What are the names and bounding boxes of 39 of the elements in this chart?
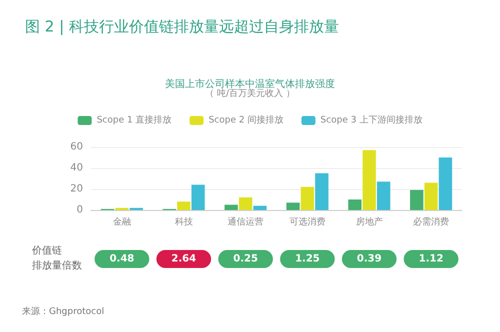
bar <box>424 182 438 210</box>
text: 1.25 <box>295 254 320 264</box>
y-tick-label: 20 <box>70 184 83 194</box>
source-note: 来源：Ghgprotocol <box>22 306 104 317</box>
text: 价值链 <box>31 244 62 256</box>
bar <box>315 173 328 210</box>
bar <box>253 206 267 210</box>
bar <box>286 202 300 210</box>
legend-label: Scope 3 上下游间接排放 <box>320 114 422 126</box>
text: 排放量倍数 <box>32 260 82 272</box>
x-tick-label: 科技 <box>174 216 193 228</box>
y-tick-label: 40 <box>70 162 83 174</box>
text: 1.12 <box>418 254 444 264</box>
bar <box>300 186 314 210</box>
x-tick-label: 可选消费 <box>289 216 326 228</box>
bar <box>438 158 452 210</box>
x-tick-label: 通信运营 <box>228 216 264 228</box>
bar <box>376 182 390 210</box>
text: 0.48 <box>110 254 134 264</box>
chart-title: 图 2 | 科技行业价值链排放量远超过自身排放量 <box>25 18 339 36</box>
bar <box>362 150 376 210</box>
legend-label: Scope 2 间接排放 <box>208 114 284 126</box>
bar <box>224 204 238 210</box>
text: （ 吨/百万美元收入 ） <box>205 88 295 99</box>
y-tick-label: 0 <box>76 204 83 216</box>
y-tick-label: 60 <box>70 142 83 152</box>
bar <box>177 202 190 210</box>
x-tick-label: 金融 <box>112 216 131 228</box>
x-tick-label: 房地产 <box>356 216 383 228</box>
text: 2.64 <box>171 254 196 264</box>
text: 0.25 <box>233 254 258 264</box>
bar <box>238 197 252 210</box>
legend-label: Scope 1 直接排放 <box>96 114 172 126</box>
text: 0.39 <box>356 254 382 264</box>
chart-subtitle: 美国上市公司样本中温室气体排放强度 <box>165 78 335 90</box>
bar <box>191 184 205 210</box>
bar <box>348 200 362 210</box>
x-tick-label: 必需消费 <box>413 216 450 228</box>
bar <box>410 190 424 210</box>
